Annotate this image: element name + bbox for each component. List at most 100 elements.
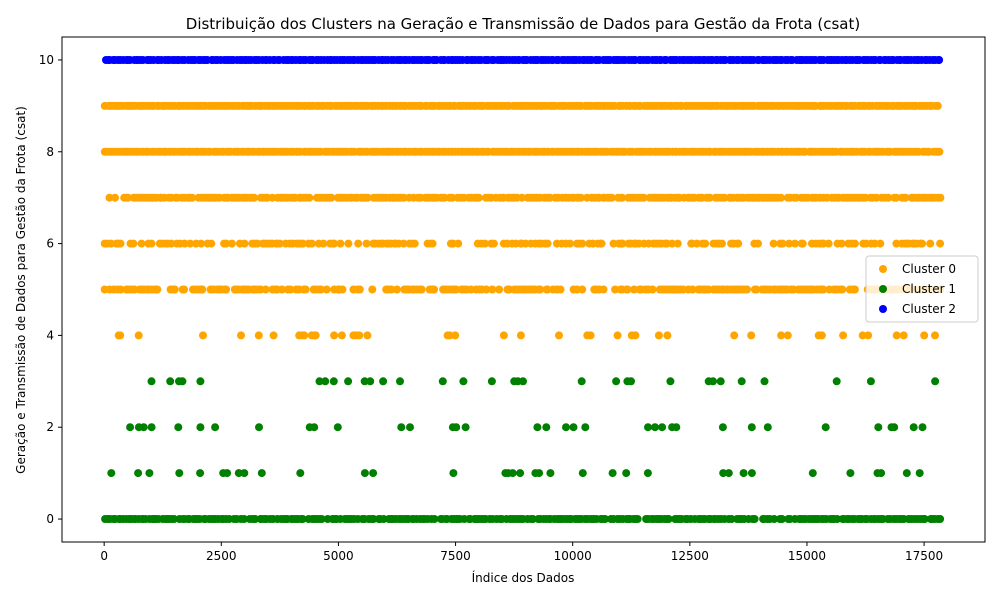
data-point <box>926 239 935 248</box>
data-point <box>180 285 189 294</box>
data-point <box>196 469 205 478</box>
data-point <box>672 423 681 432</box>
data-point <box>664 515 673 523</box>
data-point <box>445 331 454 340</box>
data-point <box>257 469 266 478</box>
data-point <box>612 377 621 386</box>
data-point <box>542 423 551 432</box>
x-tick-label: 5000 <box>323 549 354 563</box>
y-tick-label: 8 <box>46 145 54 159</box>
data-point <box>186 239 195 248</box>
data-point <box>428 239 437 248</box>
data-point <box>933 101 942 110</box>
data-point <box>654 331 663 340</box>
data-point <box>153 285 162 294</box>
data-point <box>892 193 901 202</box>
data-point <box>630 285 639 294</box>
data-point <box>147 377 156 386</box>
data-point <box>663 331 672 340</box>
data-point <box>892 331 901 340</box>
data-point <box>608 469 617 478</box>
data-point <box>178 377 187 386</box>
data-point <box>488 285 497 294</box>
data-point <box>198 285 207 294</box>
data-point <box>300 331 309 340</box>
data-point <box>618 239 627 248</box>
data-point <box>631 331 640 340</box>
data-point <box>909 423 918 432</box>
data-point <box>240 239 249 248</box>
data-point <box>770 515 779 523</box>
data-point <box>134 469 143 478</box>
data-point <box>175 469 184 478</box>
data-point <box>430 285 438 294</box>
data-point <box>311 331 320 340</box>
data-point <box>255 423 263 432</box>
data-point <box>489 239 498 248</box>
x-tick-label: 7500 <box>440 549 471 563</box>
y-axis-label: Geração e Transmissão de Dados para Gest… <box>14 106 28 474</box>
data-point <box>754 239 762 248</box>
data-point <box>197 239 206 248</box>
data-point <box>724 469 733 478</box>
data-point <box>627 377 635 386</box>
data-point <box>578 285 587 294</box>
data-point <box>737 377 746 386</box>
data-point <box>562 423 570 432</box>
data-point <box>354 239 363 248</box>
data-point <box>286 285 295 294</box>
data-point <box>918 423 927 432</box>
data-point <box>597 239 606 248</box>
data-point <box>747 331 756 340</box>
data-point <box>543 285 552 294</box>
y-tick-label: 4 <box>46 328 54 342</box>
y-tick-label: 10 <box>39 53 54 67</box>
data-point <box>170 515 179 523</box>
data-point <box>363 193 372 202</box>
data-point <box>261 285 270 294</box>
data-point <box>307 239 316 248</box>
data-point <box>319 239 328 248</box>
data-point <box>747 423 756 432</box>
data-point <box>611 285 620 294</box>
data-point <box>519 377 527 386</box>
data-point <box>369 469 378 478</box>
data-point <box>454 239 463 248</box>
data-point <box>417 285 426 294</box>
data-point <box>116 239 125 248</box>
data-point <box>147 239 156 248</box>
data-point <box>240 515 249 523</box>
data-point <box>920 331 929 340</box>
data-point <box>716 377 725 386</box>
data-point <box>250 193 259 202</box>
data-point <box>368 285 377 294</box>
data-point <box>363 331 372 340</box>
x-axis-label: Índice dos Dados <box>472 570 575 585</box>
data-point <box>607 193 616 202</box>
y-tick-label: 2 <box>46 420 54 434</box>
data-point <box>935 147 944 156</box>
data-point <box>874 423 883 432</box>
data-point <box>730 331 739 340</box>
data-point <box>107 469 116 478</box>
data-point <box>718 239 726 248</box>
data-point <box>902 469 911 478</box>
data-point <box>633 515 642 523</box>
data-point <box>890 423 899 432</box>
data-point <box>709 377 717 386</box>
data-point <box>317 515 326 523</box>
data-point <box>301 285 310 294</box>
data-point <box>931 377 940 386</box>
data-point <box>315 377 324 386</box>
data-point <box>866 377 875 386</box>
data-point <box>821 423 830 432</box>
data-point <box>763 423 772 432</box>
x-tick-label: 15000 <box>788 549 826 563</box>
data-point <box>936 239 945 248</box>
data-point <box>783 331 792 340</box>
data-point <box>107 239 115 248</box>
data-point <box>833 515 842 523</box>
data-point <box>322 285 331 294</box>
data-point <box>870 239 879 248</box>
data-point <box>769 239 778 248</box>
